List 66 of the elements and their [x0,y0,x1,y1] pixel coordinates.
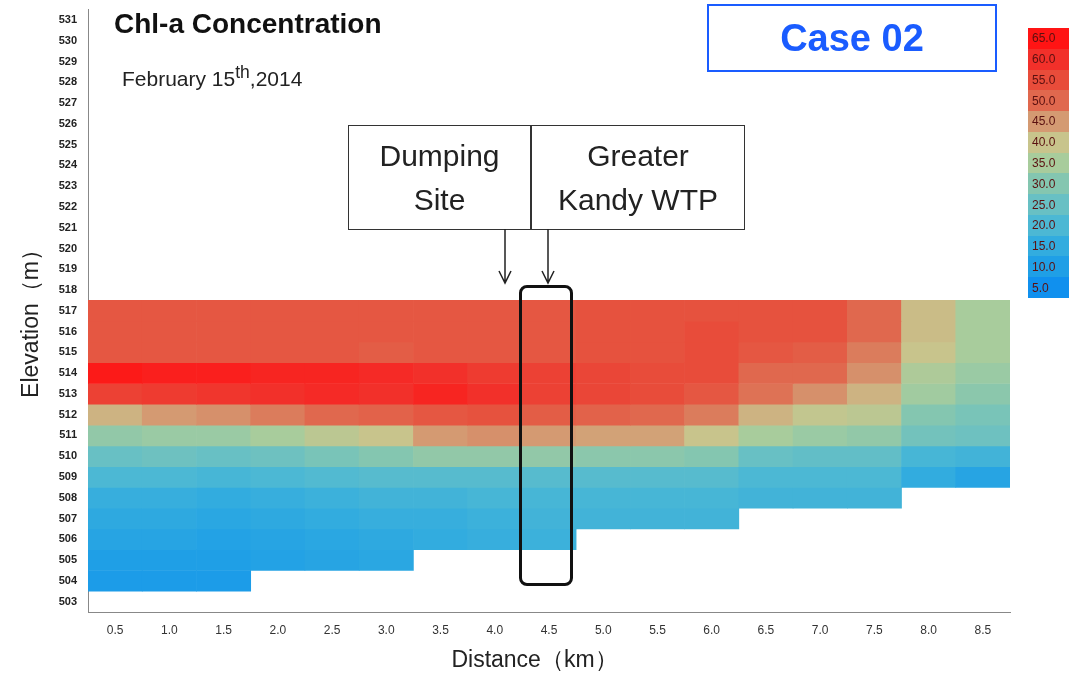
color-bar-label: 45.0 [1031,114,1056,129]
y-tick-label: 516 [58,324,77,337]
y-tick-label: 519 [58,262,77,275]
color-bar-label: 50.0 [1031,93,1056,108]
annotation: Greater Kandy WTP [557,139,719,216]
y-tick-label: 512 [58,407,77,420]
y-tick-label: 529 [58,54,77,67]
y-tick-label: 524 [58,158,78,171]
y-tick-label: 527 [58,96,77,109]
y-tick-label: 510 [58,449,77,462]
x-tick-label: 3.0 [377,622,395,637]
x-tick-label: 8.5 [974,622,992,637]
annotation: Dumping Site [379,139,500,216]
color-bar-label: 55.0 [1031,72,1056,87]
x-tick-label: 2.5 [323,622,341,637]
y-tick-label: 530 [58,33,77,46]
annotation: Case 02 [707,4,997,72]
x-tick-label: 4.5 [540,622,558,637]
y-tick-label: 528 [58,75,77,88]
color-bar-label: 25.0 [1031,197,1056,212]
y-tick-label: 503 [58,594,77,607]
y-tick-label: 521 [58,220,77,233]
y-tick-label: 531 [58,13,77,26]
y-axis-title: Elevation（m） [15,238,44,398]
x-axis-title: Distance（km） [450,645,619,674]
color-bar-label: 20.0 [1031,218,1056,233]
y-tick-label: 509 [58,470,77,483]
x-tick-label: 1.5 [215,622,233,637]
y-tick-label: 515 [58,345,77,358]
x-tick-label: 1.0 [161,622,179,637]
y-tick-label: 517 [58,303,77,316]
x-tick-label: 2.0 [269,622,287,637]
y-tick-label: 506 [58,532,77,545]
y-tick-label: 523 [58,179,77,192]
color-bar-label: 35.0 [1031,155,1056,170]
color-bar-label: 65.0 [1031,31,1056,46]
x-tick-label: 6.0 [703,622,721,637]
x-tick-label: 5.0 [594,622,612,637]
x-tick-label: 7.5 [866,622,884,637]
y-tick-label: 520 [58,241,77,254]
color-bar-label: 60.0 [1031,52,1056,67]
color-bar-label: 30.0 [1031,176,1056,191]
color-bar-label: 10.0 [1031,259,1056,274]
y-tick-label: 504 [58,573,78,586]
x-tick-label: 7.0 [811,622,829,637]
y-tick-label: 514 [58,366,78,379]
y-tick-label: 525 [58,137,77,150]
color-bar-label: 40.0 [1031,135,1056,150]
x-tick-label: 6.5 [757,622,775,637]
y-tick-label: 505 [58,553,77,566]
x-tick-label: 3.5 [432,622,450,637]
y-tick-label: 522 [58,199,77,212]
x-tick-label: 5.5 [649,622,667,637]
y-tick-label: 526 [58,116,77,129]
y-tick-label: 513 [58,386,77,399]
y-tick-label: 507 [58,511,77,524]
chart-title: Chl-a Concentration [114,8,382,40]
y-tick-label: 511 [59,428,77,441]
text: February 15$^{th}$,2014 [122,62,303,91]
x-tick-label: 4.0 [486,622,504,637]
x-tick-label: 8.0 [920,622,938,637]
y-tick-label: 518 [58,283,77,296]
y-tick-label: 508 [58,490,77,503]
color-bar-label: 5.0 [1031,280,1049,295]
color-bar-label: 15.0 [1031,239,1056,254]
x-tick-label: 0.5 [106,622,124,637]
